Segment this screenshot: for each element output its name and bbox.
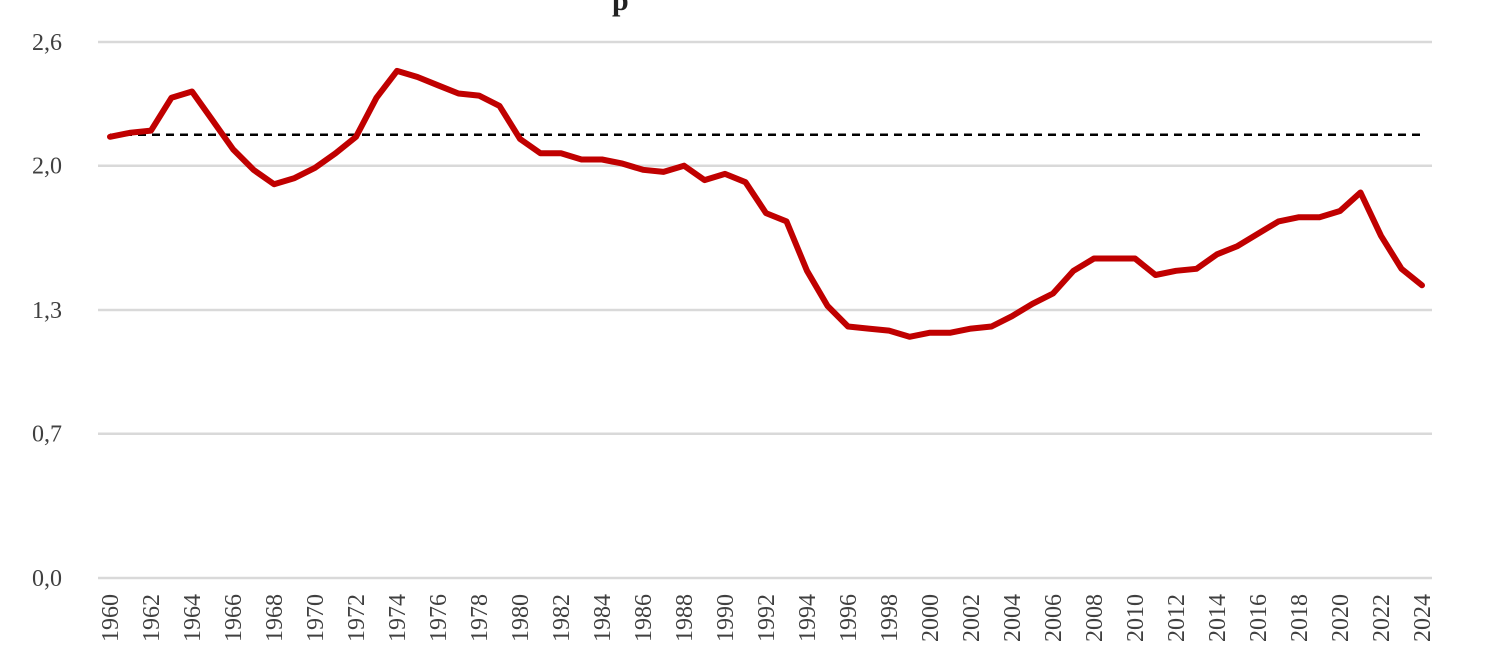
x-tick-label: 1994	[795, 594, 821, 642]
x-tick-label: 2004	[1000, 594, 1026, 642]
x-tick-label: 1966	[221, 594, 247, 642]
x-tick-label: 1978	[467, 594, 493, 642]
x-tick-label: 2014	[1205, 594, 1231, 642]
x-tick-label: 2010	[1123, 594, 1149, 642]
x-tick-label: 2016	[1246, 594, 1272, 642]
x-tick-label: 1972	[344, 594, 370, 642]
x-tick-label: 1988	[672, 594, 698, 642]
x-tick-label: 1980	[508, 594, 534, 642]
x-tick-label: 2022	[1369, 594, 1395, 642]
x-tick-label: 2002	[959, 594, 985, 642]
x-tick-label: 2000	[918, 594, 944, 642]
series-layer	[107, 67, 1425, 340]
x-tick-label: 1986	[631, 594, 657, 642]
x-tick-label: 1976	[426, 594, 452, 642]
x-tick-label: 1982	[549, 594, 575, 642]
y-tick-label: 0,7	[32, 422, 62, 448]
y-tick-label: 2,6	[32, 30, 62, 56]
x-tick-label: 1964	[180, 594, 206, 642]
x-tick-label: 2008	[1082, 594, 1108, 642]
x-tick-label: 2020	[1328, 594, 1354, 642]
x-tick-label: 1992	[754, 594, 780, 642]
x-tick-label: 2012	[1164, 594, 1190, 642]
x-tick-label: 1962	[139, 594, 165, 642]
x-tick-label: 1984	[590, 594, 616, 642]
gridlines	[98, 40, 1432, 580]
x-tick-label: 2006	[1041, 594, 1067, 642]
y-tick-label: 2,0	[32, 154, 62, 180]
x-tick-label: 2018	[1287, 594, 1313, 642]
x-tick-label: 1968	[262, 594, 288, 642]
y-axis-tick-labels: 0,0 0,7 1,3 2,0 2,6	[32, 30, 62, 592]
x-tick-label: 1970	[303, 594, 329, 642]
x-tick-label: 2024	[1410, 594, 1436, 642]
x-tick-label: 1996	[836, 594, 862, 642]
x-tick-label: 1990	[713, 594, 739, 642]
y-tick-label: 1,3	[32, 298, 62, 324]
x-tick-label: 1998	[877, 594, 903, 642]
y-tick-label: 0,0	[32, 566, 62, 592]
series-line	[107, 67, 1425, 340]
x-tick-label: 1960	[98, 594, 124, 642]
chart-title-fragment: p	[612, 0, 629, 17]
x-axis-tick-labels: 1960 1962 1964 1966 1968 1970 1972 1974 1976 1978…	[98, 594, 1436, 642]
x-tick-label: 1974	[385, 594, 411, 642]
